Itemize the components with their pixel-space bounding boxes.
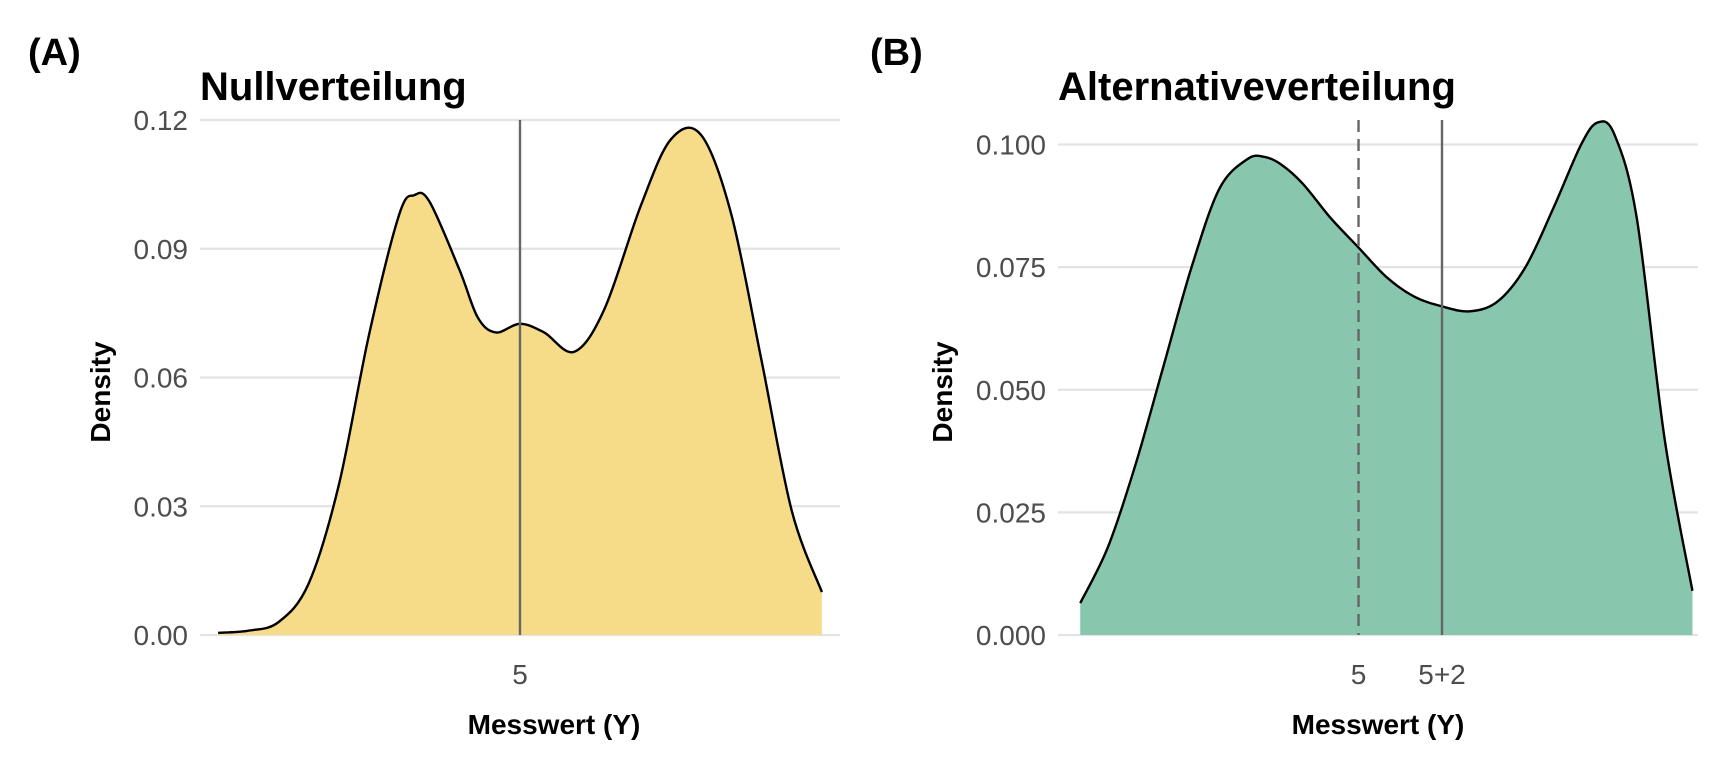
panel-b-y-tick-label-1: 0.025: [976, 497, 1046, 528]
panel-a-tag: (A): [28, 32, 81, 74]
panel-a-y-tick-label-4: 0.12: [134, 105, 189, 136]
panel-a: (A) Nullverteilung 0.000.030.060.090.12 …: [28, 32, 840, 740]
panel-a-x-tick-label-0: 5: [512, 659, 528, 690]
panel-a-y-axis-label: Density: [85, 341, 116, 443]
panel-b-density-fill: [1080, 121, 1693, 636]
panel-b-y-ticks: 0.000 0.025 0.050 0.075 0.100: [976, 130, 1046, 651]
panel-b-reference-lines: [1357, 120, 1444, 635]
panel-b-tag: (B): [870, 32, 923, 74]
panel-a-y-ticks: 0.00 0.03 0.06 0.09 0.12: [134, 105, 189, 651]
panel-a-x-ticks: 5: [512, 659, 528, 690]
panel-a-y-tick-label-3: 0.09: [134, 234, 189, 265]
panel-a-y-tick-label-2: 0.06: [134, 363, 189, 394]
panel-a-density-line: [218, 126, 824, 635]
panel-b-density-area: [1079, 120, 1694, 636]
panel-b-y-axis-label: Density: [927, 341, 958, 443]
panel-b-y-tick-label-2: 0.050: [976, 375, 1046, 406]
panel-b-x-axis-label: Messwert (Y): [1292, 709, 1465, 740]
panel-b-x-tick-label-0: 5: [1351, 659, 1367, 690]
panel-a-y-tick-label-1: 0.03: [134, 491, 189, 522]
panel-b-y-tick-label-4: 0.100: [976, 130, 1046, 161]
panel-b-y-tick-label-0: 0.000: [976, 620, 1046, 651]
panel-b-density-line: [1079, 120, 1694, 604]
panel-b-x-tick-label-1: 5+2: [1418, 659, 1466, 690]
panel-a-y-tick-label-0: 0.00: [134, 620, 189, 651]
panel-b-x-ticks: 5 5+2: [1351, 659, 1466, 690]
panel-a-title: Nullverteilung: [200, 65, 467, 109]
panel-b-y-tick-label-3: 0.075: [976, 252, 1046, 283]
panel-a-x-axis-label: Messwert (Y): [468, 709, 641, 740]
panel-b-title: Alternativeverteilung: [1058, 65, 1456, 109]
panel-b: (B) Alternativeverteilung 0.000 0.025 0.05…: [870, 32, 1698, 740]
